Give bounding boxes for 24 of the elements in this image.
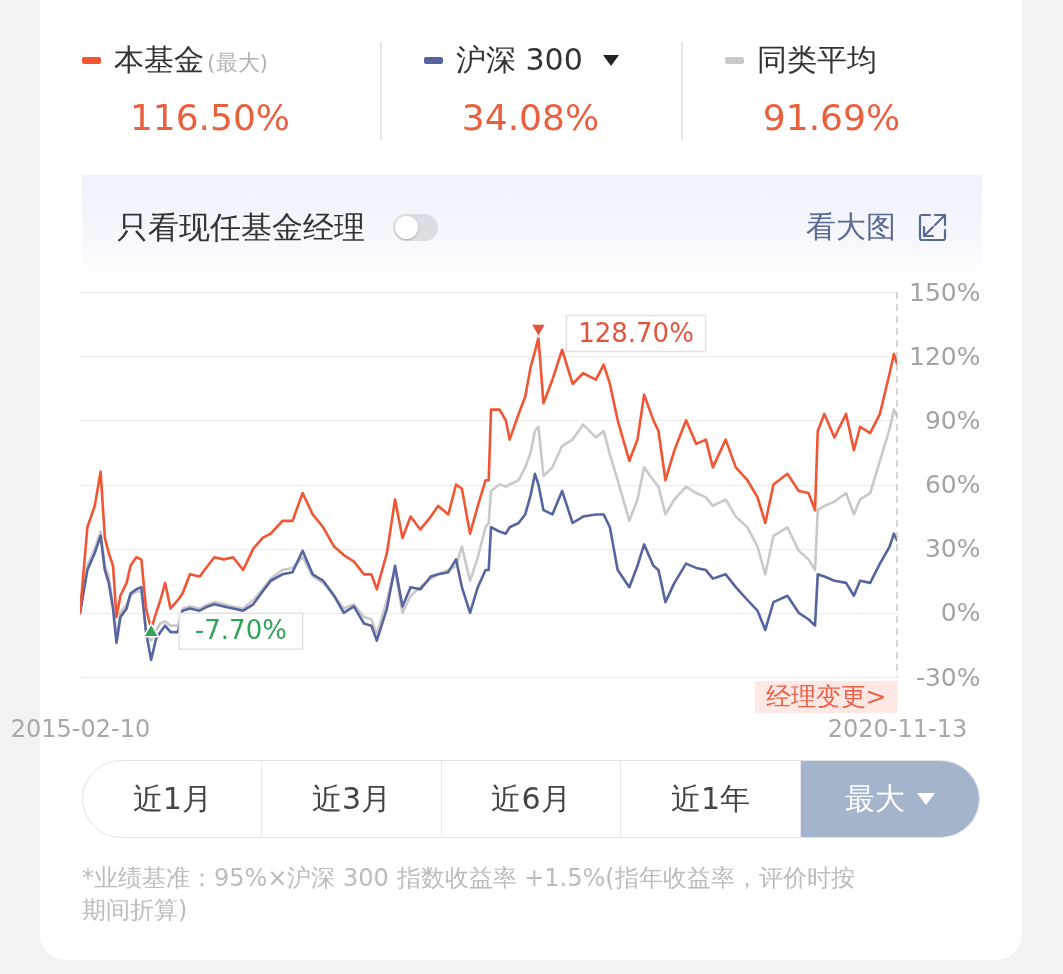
x-tick-label: 2015-02-10 bbox=[10, 714, 151, 743]
annotation: -7.70% bbox=[194, 615, 287, 646]
annotation: 128.70% bbox=[578, 317, 694, 348]
y-tick-label: 90% bbox=[924, 405, 981, 435]
y-tick-label: -30% bbox=[915, 662, 981, 692]
text: (最大) bbox=[207, 49, 269, 77]
range-tab[interactable]: 近1年 bbox=[620, 761, 800, 837]
y-tick-label: 150% bbox=[909, 277, 981, 307]
legend-label: 同类平均 bbox=[757, 41, 877, 79]
text: *业绩基准：95%×沪深 300 指数收益率 +1.5%(指年收益率，评价时按期间折算) bbox=[82, 863, 856, 926]
range-tab[interactable]: 近1月 bbox=[83, 761, 262, 837]
range-tab[interactable]: 近6月 bbox=[440, 761, 621, 837]
text: 116.50% bbox=[128, 96, 292, 140]
y-tick-label: 30% bbox=[924, 534, 981, 564]
legend-label: 本基金 bbox=[114, 41, 204, 79]
text: 34.08% bbox=[460, 96, 601, 140]
line-series bbox=[80, 472, 897, 662]
y-tick-label: 60% bbox=[924, 470, 981, 499]
range-tab[interactable]: 近3月 bbox=[261, 761, 441, 837]
y-tick-label: 120% bbox=[909, 341, 981, 371]
legend-label: 沪深 300 bbox=[456, 41, 583, 79]
y-tick-label: 0% bbox=[940, 598, 981, 628]
x-tick-label: 2020-11-13 bbox=[827, 714, 968, 743]
text: 91.69% bbox=[761, 96, 902, 140]
